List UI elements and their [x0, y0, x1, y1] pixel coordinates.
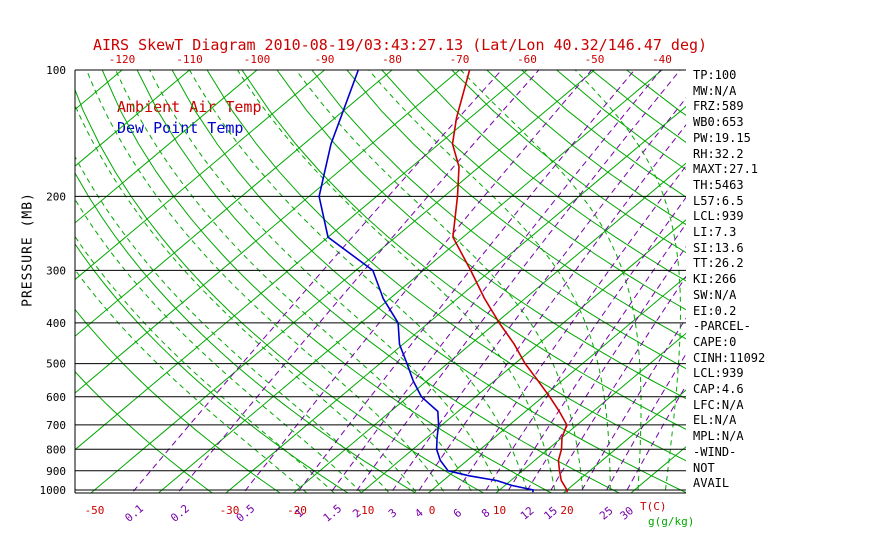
svg-text:8: 8 [479, 506, 492, 520]
stats-line: MW:N/A [693, 83, 737, 98]
stats-line: CAP:4.6 [693, 382, 744, 397]
dewpoint-profile-line [318, 70, 535, 493]
moist-adiabats-group [75, 70, 681, 493]
svg-text:25: 25 [597, 504, 616, 522]
stats-line: -PARCEL- [693, 319, 751, 334]
stats-line: MAXT:27.1 [693, 162, 759, 177]
stats-line: WB0:653 [693, 115, 744, 130]
svg-text:600: 600 [46, 391, 66, 404]
svg-text:-50: -50 [585, 53, 605, 66]
stats-line: NOT [693, 460, 715, 475]
isotherms-group [75, 70, 686, 493]
stats-line: RH:32.2 [693, 146, 744, 161]
svg-text:300: 300 [46, 264, 66, 277]
stats-line: PW:19.15 [693, 130, 751, 145]
stats-line: KI:266 [693, 272, 737, 287]
stats-line: TH:5463 [693, 177, 744, 192]
svg-text:3: 3 [386, 506, 399, 520]
stats-line: SW:N/A [693, 287, 737, 302]
svg-text:400: 400 [46, 317, 66, 330]
chart-title: AIRS SkewT Diagram 2010-08-19/03:43:27.1… [92, 36, 708, 54]
svg-text:-70: -70 [450, 53, 470, 66]
svg-text:-30: -30 [220, 504, 240, 517]
mixing-ratio-group [131, 70, 686, 493]
svg-text:1.5: 1.5 [321, 502, 345, 525]
svg-text:-120: -120 [109, 53, 136, 66]
svg-text:6: 6 [451, 506, 464, 520]
stats-line: TP:100 [693, 68, 737, 82]
svg-text:-20: -20 [287, 504, 307, 517]
svg-text:900: 900 [46, 465, 66, 478]
svg-text:-80: -80 [382, 53, 402, 66]
svg-text:-10: -10 [355, 504, 375, 517]
stats-line: EL:N/A [693, 413, 737, 428]
svg-text:1000: 1000 [40, 484, 67, 497]
stats-line: CINH:11092 [693, 350, 766, 365]
stats-line: LI:7.3 [693, 225, 737, 240]
stats-line: TT:26.2 [693, 256, 744, 271]
stats-line: LFC:N/A [693, 397, 744, 412]
svg-text:-40: -40 [652, 53, 672, 66]
svg-text:20: 20 [560, 504, 573, 517]
stats-line: SI:13.6 [693, 240, 744, 255]
svg-text:200: 200 [46, 190, 66, 203]
stats-line: CAPE:0 [693, 334, 737, 349]
svg-text:-110: -110 [176, 53, 203, 66]
svg-text:0.1: 0.1 [122, 502, 146, 525]
svg-text:30: 30 [618, 504, 637, 522]
stats-line: EI:0.2 [693, 303, 737, 318]
stats-panel: TP:100 MW:N/A FRZ:589 WB0:653 PW:19.15 RH:32.… [693, 68, 765, 492]
stats-line: L57:6.5 [693, 193, 744, 208]
pressure-lines-group [74, 69, 686, 494]
svg-text:0.2: 0.2 [168, 502, 192, 525]
svg-text:T(C): T(C) [640, 500, 667, 513]
svg-text:700: 700 [46, 419, 66, 432]
temp-profile-line [451, 70, 568, 493]
svg-text:4: 4 [412, 506, 426, 520]
legend-dew-point: Dew Point Temp [117, 119, 244, 137]
svg-text:500: 500 [46, 358, 66, 371]
stats-line: LCL:939 [693, 209, 744, 224]
svg-text:15: 15 [541, 504, 560, 522]
svg-text:100: 100 [46, 64, 66, 77]
svg-text:-50: -50 [85, 504, 105, 517]
svg-text:-90: -90 [315, 53, 335, 66]
svg-text:12: 12 [518, 504, 537, 522]
svg-text:0: 0 [429, 504, 436, 517]
svg-text:10: 10 [493, 504, 506, 517]
svg-text:-100: -100 [244, 53, 271, 66]
stats-line: FRZ:589 [693, 99, 744, 114]
stats-line: AVAIL [693, 476, 730, 491]
svg-text:g(g/kg): g(g/kg) [648, 515, 694, 528]
svg-text:-60: -60 [517, 53, 537, 66]
stats-line: LCL:939 [693, 366, 744, 381]
svg-text:800: 800 [46, 443, 66, 456]
stats-line: MPL:N/A [693, 429, 744, 444]
stats-line: -WIND- [693, 444, 737, 459]
